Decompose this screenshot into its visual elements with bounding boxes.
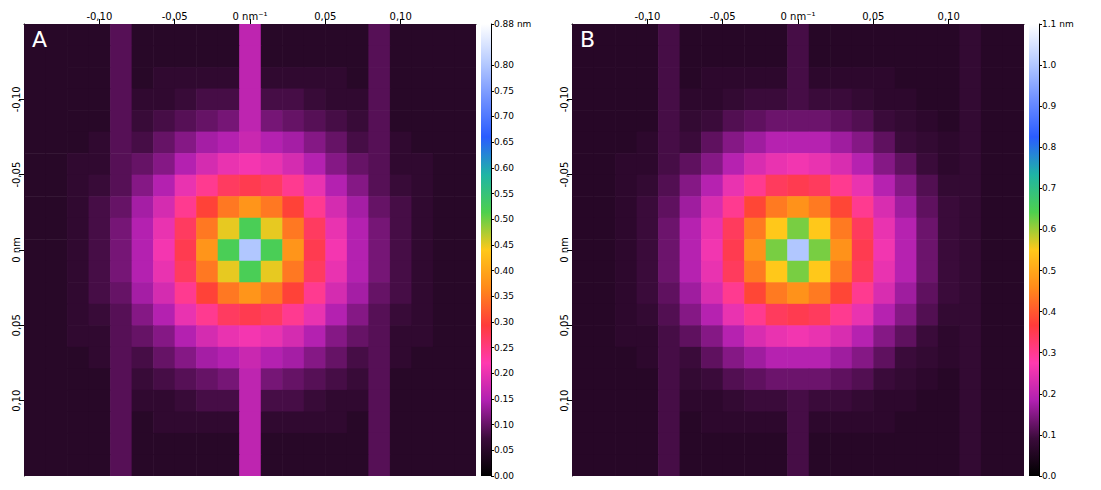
- svg-text:0,10: 0,10: [938, 11, 960, 22]
- svg-text:A: A: [32, 27, 47, 52]
- svg-text:0.75: 0.75: [494, 86, 514, 96]
- svg-text:0 nm⁻¹: 0 nm⁻¹: [781, 11, 816, 22]
- svg-text:0.35: 0.35: [494, 291, 514, 301]
- svg-text:0.0: 0.0: [1042, 471, 1057, 481]
- svg-text:-0,05: -0,05: [11, 162, 22, 188]
- svg-text:-0,10: -0,10: [559, 86, 570, 112]
- svg-text:0 nm: 0 nm: [11, 237, 22, 263]
- svg-text:0,10: 0,10: [390, 11, 412, 22]
- svg-text:0,05: 0,05: [314, 11, 336, 22]
- svg-text:0.7: 0.7: [1042, 183, 1056, 193]
- svg-text:1.0: 1.0: [1042, 60, 1057, 70]
- svg-text:0.25: 0.25: [494, 343, 514, 353]
- svg-text:0.1: 0.1: [1042, 430, 1056, 440]
- svg-text:0.8: 0.8: [1042, 142, 1057, 152]
- svg-text:B: B: [580, 27, 595, 52]
- svg-text:0.05: 0.05: [494, 445, 514, 455]
- svg-text:0,10: 0,10: [11, 390, 22, 412]
- svg-text:-0,10: -0,10: [11, 86, 22, 112]
- svg-text:0.60: 0.60: [494, 163, 514, 173]
- svg-text:0.65: 0.65: [494, 137, 514, 147]
- svg-text:0.70: 0.70: [494, 111, 514, 121]
- svg-text:0.9: 0.9: [1042, 101, 1057, 111]
- svg-text:0.00: 0.00: [494, 471, 514, 481]
- svg-text:0.40: 0.40: [494, 266, 514, 276]
- svg-text:-0,10: -0,10: [634, 11, 660, 22]
- svg-text:-0,05: -0,05: [710, 11, 736, 22]
- svg-text:0,05: 0,05: [862, 11, 884, 22]
- svg-text:1.1 nm: 1.1 nm: [1042, 19, 1074, 29]
- svg-text:0.15: 0.15: [494, 394, 514, 404]
- svg-text:0.20: 0.20: [494, 368, 514, 378]
- svg-text:-0,10: -0,10: [86, 11, 112, 22]
- svg-text:0.55: 0.55: [494, 189, 514, 199]
- svg-text:0.6: 0.6: [1042, 224, 1057, 234]
- svg-text:0.3: 0.3: [1042, 348, 1056, 358]
- svg-text:0,10: 0,10: [559, 390, 570, 412]
- svg-text:0.5: 0.5: [1042, 266, 1056, 276]
- svg-text:0.4: 0.4: [1042, 307, 1057, 317]
- svg-text:0.45: 0.45: [494, 240, 514, 250]
- svg-text:0.50: 0.50: [494, 214, 514, 224]
- svg-text:0,05: 0,05: [11, 314, 22, 336]
- svg-text:0.88 nm: 0.88 nm: [494, 19, 531, 29]
- svg-text:0.30: 0.30: [494, 317, 514, 327]
- svg-text:0 nm: 0 nm: [559, 237, 570, 263]
- svg-text:0,05: 0,05: [559, 314, 570, 336]
- svg-text:0.10: 0.10: [494, 420, 514, 430]
- svg-text:-0,05: -0,05: [162, 11, 188, 22]
- svg-text:-0,05: -0,05: [559, 162, 570, 188]
- svg-text:0 nm⁻¹: 0 nm⁻¹: [233, 11, 268, 22]
- svg-text:0.2: 0.2: [1042, 389, 1056, 399]
- svg-text:0.80: 0.80: [494, 60, 514, 70]
